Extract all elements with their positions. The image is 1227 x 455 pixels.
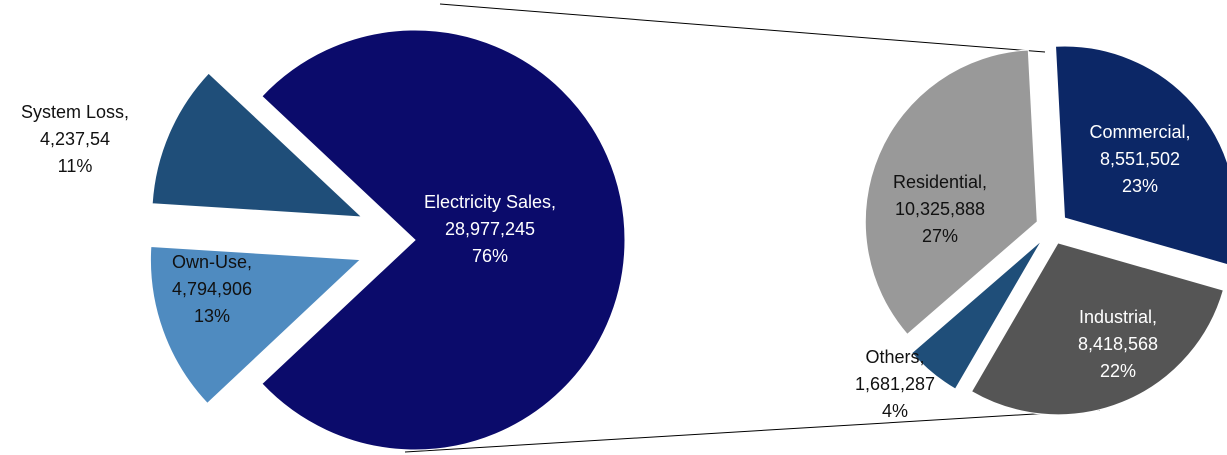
pie-slice [970, 242, 1224, 416]
connector-line [439, 3, 1046, 53]
slice-label-percent: 11% [58, 156, 93, 176]
slice-label-amount: 10,325,888 [895, 199, 985, 219]
connector-line [404, 409, 1101, 453]
slice-label-percent: 4% [882, 401, 908, 421]
slice-label-percent: 76% [472, 246, 508, 266]
slice-label-amount: 8,418,568 [1078, 334, 1158, 354]
pie-slice [864, 49, 1038, 336]
slice-label-name: Electricity Sales, [424, 192, 556, 212]
pie-slice [151, 72, 364, 218]
slice-label-percent: 22% [1100, 361, 1136, 381]
pie-slice [1054, 45, 1227, 265]
pie-slice [911, 239, 1043, 390]
pie-slice [261, 29, 626, 451]
slice-label-name: Others, [865, 347, 924, 367]
slice-label-amount: 4,794,906 [172, 279, 252, 299]
slice-label-percent: 13% [194, 306, 230, 326]
slice-label-percent: 23% [1122, 176, 1158, 196]
slice-label-amount: 28,977,245 [445, 219, 535, 239]
slice-label-percent: 27% [922, 226, 958, 246]
slice-label-name: Residential, [893, 172, 987, 192]
slice-label-amount: 1,681,287 [855, 374, 935, 394]
slice-label-amount: 8,551,502 [1100, 149, 1180, 169]
slice-label-name: Industrial, [1079, 307, 1157, 327]
slice-label-name: System Loss, [21, 102, 129, 122]
slice-label-amount: 4,237,54 [40, 129, 110, 149]
pie-slice [149, 245, 362, 405]
slice-label-name: Commercial, [1089, 122, 1190, 142]
slice-label-name: Own-Use, [172, 252, 252, 272]
